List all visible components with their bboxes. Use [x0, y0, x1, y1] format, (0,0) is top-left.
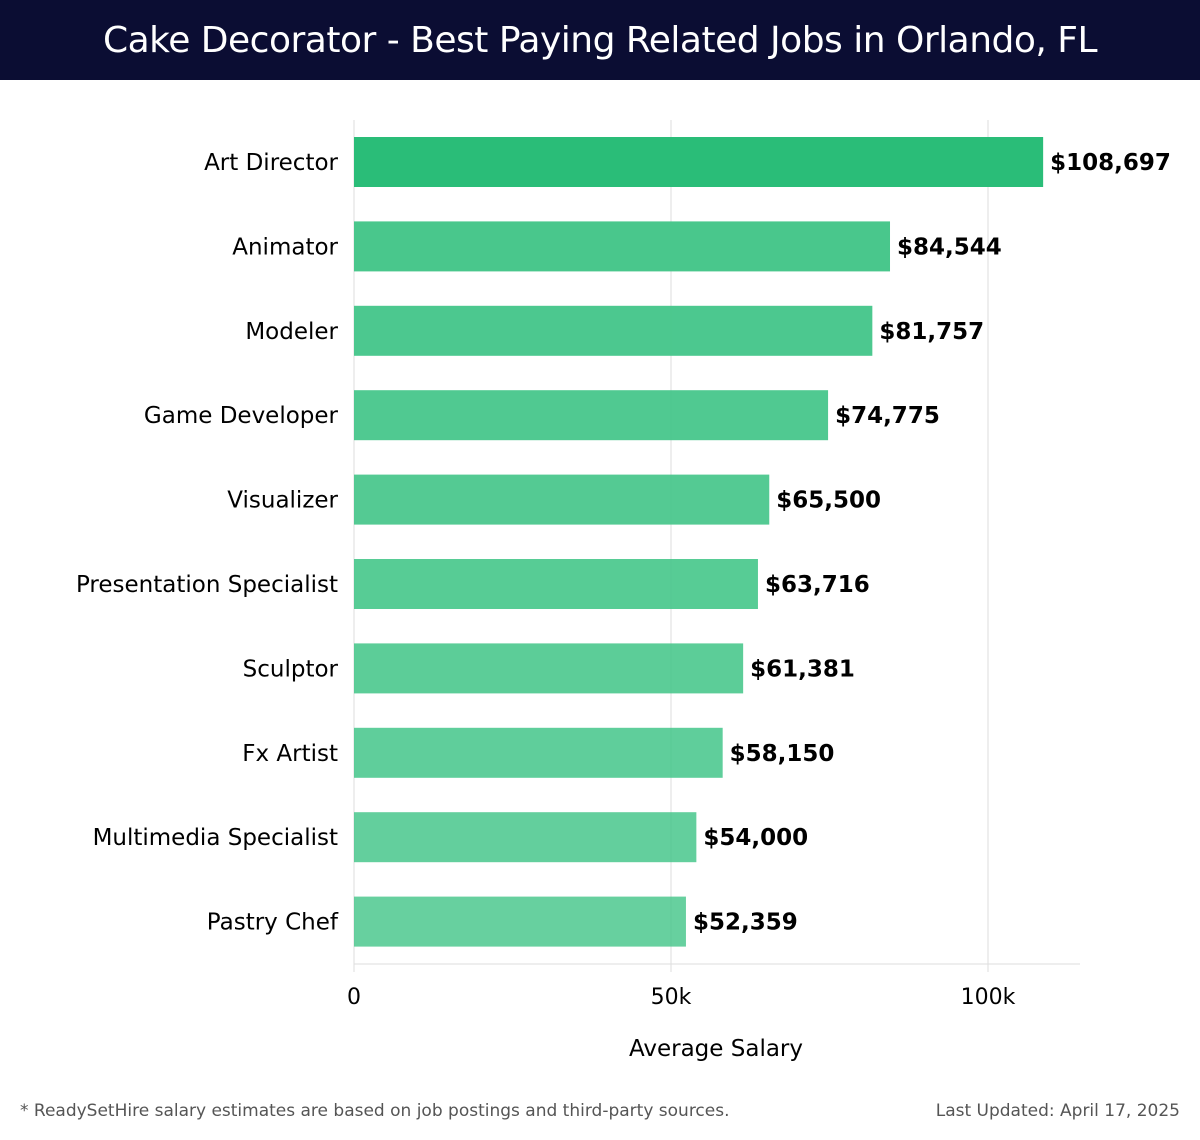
- value-label: $74,775: [835, 403, 940, 429]
- bar: [354, 896, 686, 947]
- value-label: $52,359: [693, 910, 798, 936]
- x-tick-label: 0: [347, 985, 361, 1010]
- category-label: Pastry Chef: [207, 910, 339, 936]
- category-label: Fx Artist: [242, 741, 338, 767]
- value-label: $54,000: [703, 825, 808, 851]
- bar: [354, 221, 891, 272]
- x-tick-label: 100k: [961, 985, 1016, 1010]
- axis-layer: 0 50k 100k Average Salary: [347, 963, 1080, 1062]
- value-label: $61,381: [750, 656, 855, 682]
- category-label: Modeler: [245, 319, 338, 345]
- bar: [354, 812, 697, 863]
- bar-chart: Art Director $108,697 Animator $84,544 Model…: [76, 120, 1171, 1062]
- footer-last-updated: Last Updated: April 17, 2025: [935, 1101, 1180, 1121]
- category-label: Art Director: [204, 150, 338, 176]
- category-label: Animator: [232, 234, 338, 260]
- x-tick-label: 50k: [651, 985, 692, 1010]
- bar: [354, 474, 770, 525]
- bar: [354, 137, 1044, 187]
- category-label: Sculptor: [243, 656, 339, 682]
- category-label: Multimedia Specialist: [93, 825, 338, 851]
- category-label: Presentation Specialist: [76, 572, 338, 598]
- category-label: Visualizer: [227, 488, 338, 514]
- label-layer: Art Director $108,697 Animator $84,544 Model…: [76, 150, 1171, 936]
- footer-note: * ReadySetHire salary estimates are base…: [20, 1101, 730, 1121]
- bar: [354, 305, 873, 356]
- chart-title: Cake Decorator - Best Paying Related Job…: [102, 19, 1098, 61]
- value-label: $63,716: [765, 572, 870, 598]
- bar: [354, 643, 744, 694]
- value-label: $58,150: [730, 741, 835, 767]
- value-label: $65,500: [776, 488, 881, 514]
- value-label: $81,757: [879, 319, 984, 345]
- bar: [354, 390, 829, 441]
- bar-layer: [354, 137, 1044, 947]
- bar: [354, 727, 723, 778]
- category-label: Game Developer: [144, 403, 339, 429]
- title-bar: Cake Decorator - Best Paying Related Job…: [0, 0, 1200, 80]
- bar: [354, 559, 758, 609]
- value-label: $108,697: [1050, 150, 1171, 176]
- value-label: $84,544: [897, 234, 1002, 260]
- x-axis-label: Average Salary: [629, 1036, 803, 1062]
